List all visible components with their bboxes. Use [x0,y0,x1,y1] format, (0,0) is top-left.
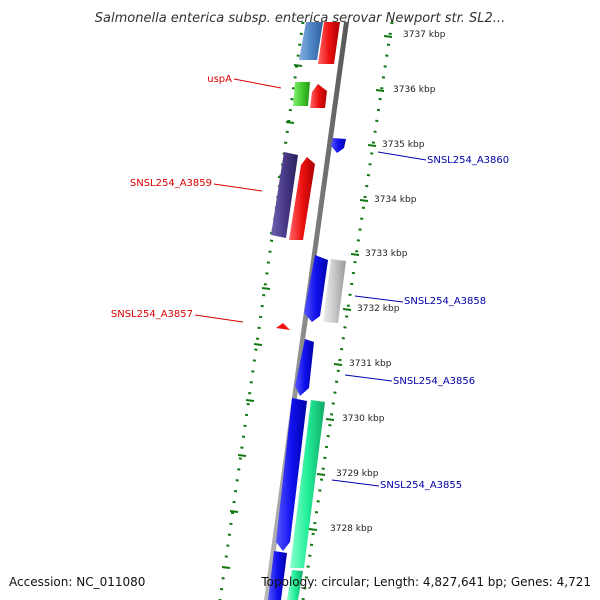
gene-A3858-grey[interactable] [323,259,346,323]
scale-label-3728: 3728 kbp [330,524,373,534]
gene-label-A3858[interactable]: SNSL254_A3858 [404,296,486,307]
gene-A3857-small[interactable] [276,323,290,330]
gene-A3860-blue[interactable] [331,138,346,153]
right-ring-ticks [308,35,393,531]
gene-label-A3855[interactable]: SNSL254_A3855 [380,480,462,491]
scale-label-3734: 3734 kbp [374,195,417,205]
leader-A3855 [331,479,380,487]
leader-A3856 [344,374,393,382]
gene-red-A3859[interactable] [289,157,315,240]
scale-label-3731: 3731 kbp [349,359,392,369]
gene-label-A3860[interactable]: SNSL254_A3860 [427,155,509,166]
gene-bottom-blue[interactable] [268,551,287,600]
scale-label-3730: 3730 kbp [342,414,385,424]
gene-A3858-blue[interactable] [304,255,328,322]
map-title: Salmonella enterica subsp. enterica sero… [95,11,505,26]
gene-A3855-blue[interactable] [276,398,307,551]
leader-uspA [233,78,282,89]
scale-label-3736: 3736 kbp [393,85,436,95]
gene-label-A3856[interactable]: SNSL254_A3856 [393,376,475,387]
topology-label: Topology: circular; Length: 4,827,641 bp… [260,575,591,589]
gene-steelblue-top[interactable] [299,22,323,60]
gene-label-A3857[interactable]: SNSL254_A3857 [111,309,193,320]
gene-red-uspA[interactable] [310,84,327,108]
leader-A3859 [213,183,263,192]
scale-label-3737: 3737 kbp [403,30,446,40]
gene-label-uspA[interactable]: uspA [207,74,232,85]
gene-uspA-green[interactable] [293,82,310,106]
scale-label-3735: 3735 kbp [382,140,425,150]
scale-label-3732: 3732 kbp [357,304,400,314]
gene-bottom-teal[interactable] [287,570,303,600]
gene-label-A3859[interactable]: SNSL254_A3859 [130,178,212,189]
gene-A3859-navy[interactable] [271,152,298,238]
gene-A3855-teal[interactable] [290,400,325,568]
leader-A3858 [354,295,404,303]
accession-label: Accession: NC_011080 [9,575,145,589]
gene-red-top[interactable] [318,22,340,64]
leader-A3860 [377,151,427,161]
leader-A3857 [194,314,244,323]
scale-label-3729: 3729 kbp [336,469,379,479]
gene-A3856-blue[interactable] [295,339,314,396]
scale-label-3733: 3733 kbp [365,249,408,259]
